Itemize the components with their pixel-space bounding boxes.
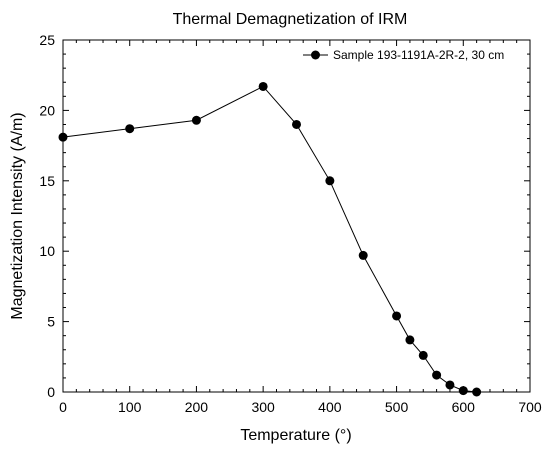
x-tick-label: 300: [251, 399, 275, 415]
data-point: [392, 311, 402, 321]
data-point: [325, 176, 335, 186]
x-tick-label: 700: [518, 399, 542, 415]
data-point: [418, 350, 428, 360]
plot-frame: [62, 39, 531, 393]
data-point: [58, 132, 68, 142]
y-axis-label: Magnetization Intensity (A/m): [9, 112, 26, 319]
y-tick-label: 0: [47, 384, 55, 400]
x-tick-label: 600: [452, 399, 476, 415]
x-axis-label: Temperature (°): [240, 427, 351, 444]
legend: Sample 193-1191A-2R-2, 30 cm: [303, 48, 504, 62]
y-tick-label: 15: [39, 173, 55, 189]
data-point: [472, 387, 482, 397]
data-point: [292, 119, 301, 129]
data-point: [191, 115, 201, 125]
data-point: [125, 124, 135, 134]
data-point: [358, 250, 368, 260]
x-tick-label: 0: [59, 399, 67, 415]
tick-labels: 0 100 200 300 400 500 600 700 0 5 10 15 20 25: [39, 32, 541, 415]
chart-title: Thermal Demagnetization of IRM: [173, 11, 408, 28]
y-tick-label: 5: [47, 314, 55, 330]
x-tick-label: 200: [185, 399, 209, 415]
data-point: [445, 380, 455, 390]
x-tick-label: 500: [385, 399, 409, 415]
axis-ticks: [62, 39, 531, 393]
x-tick-label: 100: [118, 399, 142, 415]
data-point: [405, 335, 415, 345]
series-line: [62, 85, 477, 393]
data-points: [58, 81, 482, 397]
legend-label: Sample 193-1191A-2R-2, 30 cm: [333, 48, 504, 62]
y-tick-label: 10: [39, 243, 55, 259]
y-tick-label: 20: [39, 102, 55, 118]
data-point: [258, 81, 268, 91]
data-point: [458, 386, 468, 396]
x-tick-label: 400: [318, 399, 342, 415]
data-point: [432, 370, 442, 380]
legend-marker: [311, 50, 320, 60]
y-tick-label: 25: [39, 32, 55, 48]
